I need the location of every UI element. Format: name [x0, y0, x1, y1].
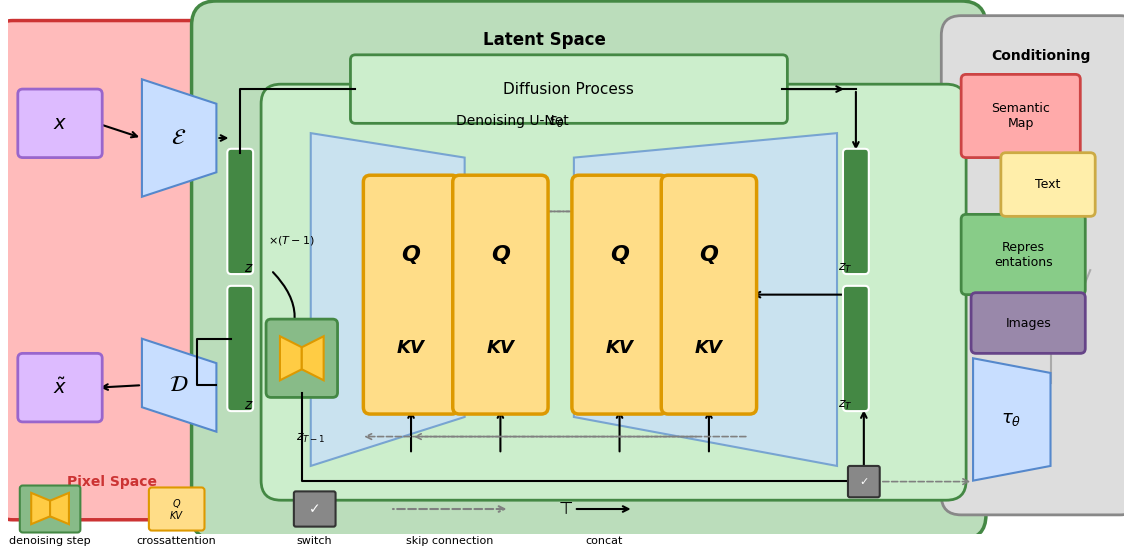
- Text: KV: KV: [487, 340, 515, 358]
- Text: concat: concat: [584, 536, 623, 546]
- Text: $z$: $z$: [244, 261, 254, 275]
- FancyBboxPatch shape: [572, 175, 668, 414]
- Text: Q: Q: [401, 246, 420, 265]
- FancyBboxPatch shape: [293, 491, 336, 527]
- FancyBboxPatch shape: [266, 319, 337, 397]
- Text: $\top$: $\top$: [555, 500, 573, 518]
- Text: skip connection: skip connection: [406, 536, 493, 546]
- FancyBboxPatch shape: [843, 149, 869, 274]
- FancyBboxPatch shape: [227, 149, 253, 274]
- FancyBboxPatch shape: [453, 175, 549, 414]
- Polygon shape: [302, 336, 324, 380]
- Text: Repres
entations: Repres entations: [994, 240, 1052, 269]
- Text: $z_{T-1}$: $z_{T-1}$: [296, 432, 326, 445]
- Text: $\mathcal{D}$: $\mathcal{D}$: [169, 375, 189, 395]
- Polygon shape: [31, 493, 51, 524]
- Text: $\mathcal{E}$: $\mathcal{E}$: [171, 128, 187, 148]
- Text: Diffusion Process: Diffusion Process: [504, 81, 634, 97]
- FancyBboxPatch shape: [843, 286, 869, 411]
- FancyBboxPatch shape: [148, 488, 205, 531]
- Text: KV: KV: [606, 340, 634, 358]
- Text: Semantic
Map: Semantic Map: [991, 102, 1050, 130]
- Text: Q: Q: [610, 246, 629, 265]
- Text: $z_T$: $z_T$: [837, 262, 852, 275]
- Text: switch: switch: [297, 536, 333, 546]
- Text: Q: Q: [699, 246, 718, 265]
- Polygon shape: [574, 133, 837, 466]
- Text: $\tilde{x}$: $\tilde{x}$: [53, 378, 67, 397]
- Text: $z$: $z$: [244, 398, 254, 412]
- FancyBboxPatch shape: [261, 84, 967, 500]
- FancyBboxPatch shape: [847, 466, 880, 497]
- FancyBboxPatch shape: [20, 485, 80, 532]
- Text: $\times(T-1)$: $\times(T-1)$: [268, 234, 315, 247]
- Text: Denoising U-Net: Denoising U-Net: [455, 114, 573, 128]
- Text: $x$: $x$: [53, 114, 67, 133]
- Text: Text: Text: [1035, 178, 1061, 191]
- Text: Latent Space: Latent Space: [482, 31, 606, 49]
- Polygon shape: [142, 79, 217, 197]
- Text: Images: Images: [1005, 317, 1051, 330]
- FancyBboxPatch shape: [0, 21, 242, 520]
- FancyBboxPatch shape: [18, 89, 102, 158]
- Polygon shape: [973, 358, 1051, 480]
- Text: denoising step: denoising step: [9, 536, 91, 546]
- Polygon shape: [310, 133, 464, 466]
- Text: crossattention: crossattention: [137, 536, 217, 546]
- Polygon shape: [51, 493, 69, 524]
- FancyBboxPatch shape: [18, 353, 102, 422]
- Polygon shape: [280, 336, 302, 380]
- Text: ✓: ✓: [309, 502, 320, 516]
- Text: $\tau_\theta$: $\tau_\theta$: [1000, 411, 1021, 429]
- Text: Q
KV: Q KV: [170, 499, 183, 521]
- Text: Pixel Space: Pixel Space: [67, 474, 157, 489]
- FancyBboxPatch shape: [961, 215, 1086, 295]
- Text: Conditioning: Conditioning: [991, 49, 1090, 63]
- Text: KV: KV: [397, 340, 425, 358]
- Text: $\epsilon_\theta$: $\epsilon_\theta$: [547, 114, 564, 130]
- FancyBboxPatch shape: [971, 293, 1086, 353]
- Text: Q: Q: [491, 246, 510, 265]
- FancyBboxPatch shape: [191, 1, 986, 539]
- FancyBboxPatch shape: [661, 175, 756, 414]
- FancyBboxPatch shape: [227, 286, 253, 411]
- FancyBboxPatch shape: [941, 16, 1124, 515]
- Text: KV: KV: [695, 340, 723, 358]
- Text: ✓: ✓: [859, 477, 869, 486]
- FancyBboxPatch shape: [961, 74, 1080, 158]
- FancyBboxPatch shape: [363, 175, 459, 414]
- Text: $z_T$: $z_T$: [837, 399, 852, 412]
- FancyBboxPatch shape: [1000, 153, 1095, 216]
- FancyBboxPatch shape: [351, 55, 788, 123]
- Polygon shape: [142, 339, 217, 432]
